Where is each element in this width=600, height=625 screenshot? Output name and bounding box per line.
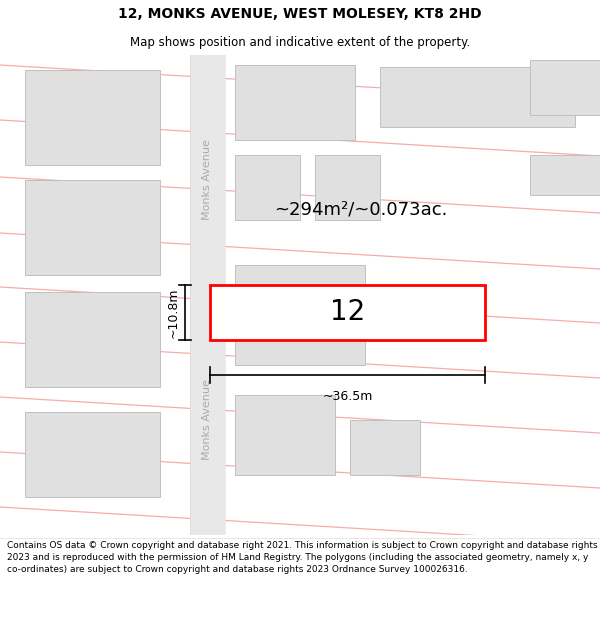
Bar xyxy=(25,180,160,275)
Bar xyxy=(530,60,600,115)
Text: ~10.8m: ~10.8m xyxy=(167,288,180,338)
Bar xyxy=(210,285,485,340)
Text: Map shows position and indicative extent of the property.: Map shows position and indicative extent… xyxy=(130,36,470,49)
Bar xyxy=(25,70,160,165)
Bar xyxy=(350,420,420,475)
Bar xyxy=(190,55,225,535)
Text: 12, MONKS AVENUE, WEST MOLESEY, KT8 2HD: 12, MONKS AVENUE, WEST MOLESEY, KT8 2HD xyxy=(118,7,482,21)
Bar xyxy=(235,65,355,140)
Bar xyxy=(25,292,160,387)
Text: ~36.5m: ~36.5m xyxy=(322,390,373,403)
Bar xyxy=(390,285,455,340)
Text: Monks Avenue: Monks Avenue xyxy=(203,139,212,221)
Bar xyxy=(235,155,300,220)
Bar xyxy=(315,155,380,220)
Text: 12: 12 xyxy=(330,299,365,326)
Text: Monks Avenue: Monks Avenue xyxy=(203,379,212,461)
Bar xyxy=(530,155,600,195)
Bar xyxy=(25,412,160,497)
Bar xyxy=(380,67,575,127)
Text: ~294m²/~0.073ac.: ~294m²/~0.073ac. xyxy=(275,201,448,219)
Bar xyxy=(235,265,365,365)
Text: Contains OS data © Crown copyright and database right 2021. This information is : Contains OS data © Crown copyright and d… xyxy=(7,541,598,574)
Bar xyxy=(235,395,335,475)
